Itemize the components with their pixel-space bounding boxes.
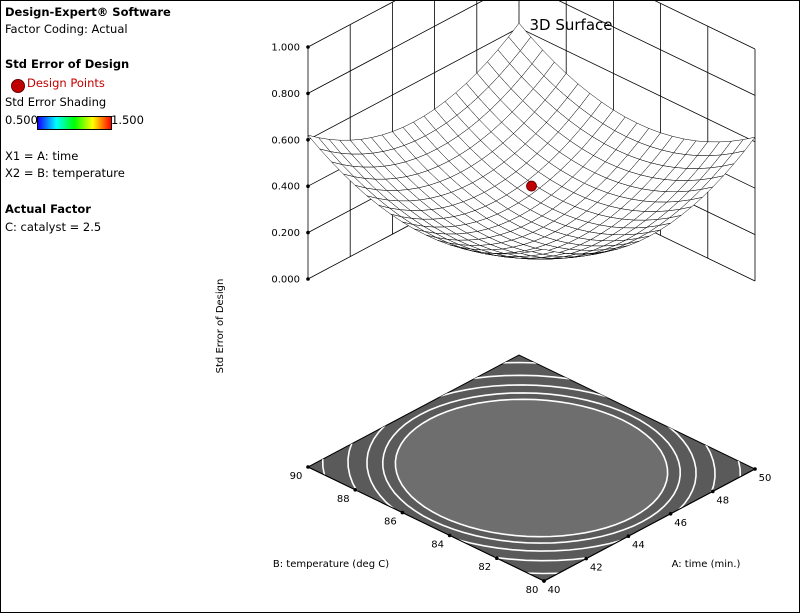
y-tick-label: 80 — [526, 585, 539, 596]
x-tick-label: 44 — [632, 540, 645, 551]
y-tick-mark — [542, 579, 546, 583]
x-tick-label: 50 — [759, 473, 772, 484]
x-tick-mark — [711, 489, 715, 494]
y-tick-mark — [447, 533, 452, 538]
shading-title: Std Error Shading — [5, 95, 107, 109]
factor-coding-label: Factor Coding: Actual — [5, 22, 128, 36]
x-tick-label: 46 — [674, 518, 687, 529]
shading-colorbar — [37, 116, 112, 130]
z-tick-mark — [306, 277, 310, 281]
y-tick-mark — [306, 465, 310, 469]
response-title: Std Error of Design — [5, 57, 130, 71]
x-axis-label: A: time (min.) — [672, 559, 741, 570]
y-tick-mark — [353, 488, 358, 492]
y-tick-label: 90 — [290, 471, 303, 482]
z-tick-mark — [306, 230, 310, 235]
x1-definition: X1 = A: time — [5, 149, 79, 163]
x-tick-mark — [753, 467, 757, 471]
z-tick-label: 0.000 — [271, 275, 300, 286]
z-tick-mark — [306, 45, 310, 49]
z-tick-label: 0.800 — [271, 89, 300, 100]
z-tick-label: 0.400 — [271, 182, 300, 193]
x2-definition: X2 = B: temperature — [5, 166, 125, 180]
design-points-legend-label: Design Points — [27, 76, 105, 90]
x-tick-label: 48 — [716, 495, 729, 506]
x-tick-label: 42 — [590, 563, 603, 574]
surface-cell — [532, 248, 555, 255]
design-point — [526, 180, 537, 192]
wall-gridline — [307, 1, 756, 50]
x-tick-mark — [626, 534, 631, 538]
y-tick-mark — [400, 510, 405, 515]
z-tick-label: 0.200 — [271, 228, 300, 239]
y-axis-label: B: temperature (deg C) — [273, 559, 389, 570]
x-axis-line — [543, 468, 756, 582]
actual-factor-value: C: catalyst = 2.5 — [5, 220, 102, 234]
z-tick-mark — [306, 184, 310, 188]
shading-max-label: 1.500 — [111, 113, 144, 127]
z-axis-label: Std Error of Design — [215, 279, 226, 374]
x-tick-label: 40 — [548, 585, 561, 596]
actual-factor-title: Actual Factor — [5, 202, 91, 216]
y-axis-line — [307, 466, 545, 582]
y-tick-label: 82 — [478, 562, 491, 573]
z-tick-mark — [306, 91, 310, 96]
z-tick-mark — [306, 138, 310, 142]
y-tick-label: 86 — [384, 517, 397, 528]
z-tick-label: 0.600 — [271, 135, 300, 146]
contour-ring — [394, 398, 669, 538]
y-tick-label: 84 — [431, 539, 444, 550]
z-tick-label: 1.000 — [271, 43, 300, 54]
chart-title: 3D Surface — [529, 16, 613, 34]
design-point-legend-marker — [11, 79, 25, 93]
x-tick-mark — [668, 512, 673, 516]
contour-ring — [381, 392, 682, 544]
shading-min-label: 0.500 — [5, 113, 38, 127]
x-tick-mark — [584, 556, 588, 561]
y-tick-mark — [495, 556, 499, 560]
software-label: Design-Expert® Software — [5, 5, 171, 19]
wall-gridline — [307, 1, 756, 96]
y-tick-label: 88 — [337, 494, 350, 505]
